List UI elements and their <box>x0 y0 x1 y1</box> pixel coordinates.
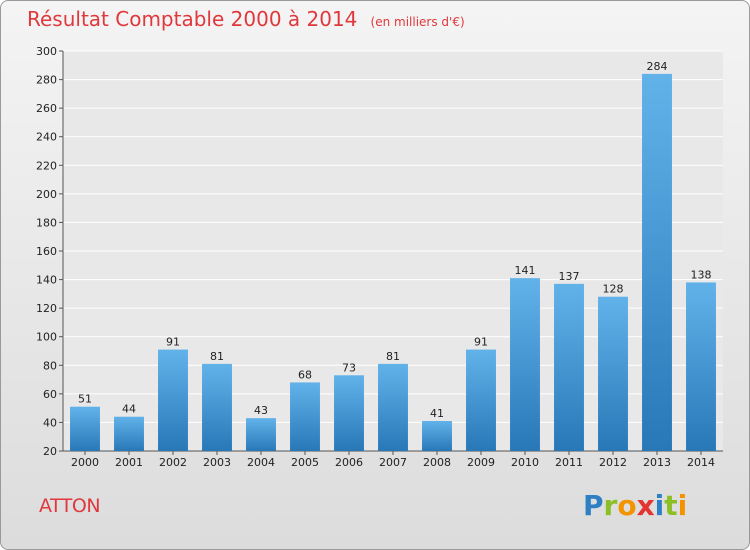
x-tick-label: 2012 <box>599 456 627 469</box>
data-label: 91 <box>166 336 180 349</box>
data-label: 141 <box>515 264 536 277</box>
y-tick-label: 240 <box>36 131 57 144</box>
x-tick-label: 2000 <box>71 456 99 469</box>
bar-2008 <box>422 421 452 451</box>
data-label: 41 <box>430 407 444 420</box>
title-block: Résultat Comptable 2000 à 2014 (en milli… <box>27 7 465 31</box>
logo-letter: x <box>636 489 655 522</box>
data-label: 73 <box>342 361 356 374</box>
data-label: 81 <box>210 350 224 363</box>
x-tick-label: 2008 <box>423 456 451 469</box>
proxiti-logo: Proxiti <box>583 489 687 522</box>
logo-letter: r <box>603 489 618 522</box>
x-tick-label: 2003 <box>203 456 231 469</box>
bar-2012 <box>598 296 628 451</box>
logo-letter: i <box>677 489 688 522</box>
x-tick-label: 2013 <box>643 456 671 469</box>
y-tick-label: 280 <box>36 74 57 87</box>
logo-letter: i <box>654 489 665 522</box>
x-tick-label: 2002 <box>159 456 187 469</box>
bar-2010 <box>510 278 540 451</box>
bar-2013 <box>642 73 672 451</box>
y-tick-label: 220 <box>36 159 57 172</box>
bar-2011 <box>554 283 584 451</box>
data-label: 43 <box>254 404 268 417</box>
data-label: 137 <box>559 270 580 283</box>
logo-letter: t <box>664 489 678 522</box>
bar-2006 <box>334 375 364 451</box>
bar-2009 <box>466 349 496 451</box>
x-tick-label: 2014 <box>687 456 715 469</box>
y-tick-label: 200 <box>36 188 57 201</box>
x-tick-label: 2005 <box>291 456 319 469</box>
bar-2002 <box>158 349 188 451</box>
y-tick-label: 20 <box>43 445 57 458</box>
data-label: 81 <box>386 350 400 363</box>
y-tick-label: 40 <box>43 416 57 429</box>
bar-2014 <box>686 282 716 451</box>
y-tick-label: 300 <box>36 45 57 58</box>
x-tick-label: 2004 <box>247 456 275 469</box>
bar-2004 <box>246 418 276 451</box>
data-label: 138 <box>691 268 712 281</box>
data-label: 51 <box>78 393 92 406</box>
y-tick-label: 160 <box>36 245 57 258</box>
data-label: 284 <box>647 60 668 73</box>
bar-2000 <box>70 406 100 451</box>
y-tick-label: 140 <box>36 274 57 287</box>
y-tick-label: 260 <box>36 102 57 115</box>
bar-2005 <box>290 382 320 451</box>
logo-letter: o <box>617 489 637 522</box>
x-tick-label: 2007 <box>379 456 407 469</box>
bar-2007 <box>378 363 408 451</box>
data-label: 68 <box>298 368 312 381</box>
data-label: 91 <box>474 336 488 349</box>
logo-letter: P <box>583 489 604 522</box>
data-label: 44 <box>122 403 136 416</box>
y-tick-label: 180 <box>36 216 57 229</box>
x-tick-label: 2006 <box>335 456 363 469</box>
x-tick-label: 2011 <box>555 456 583 469</box>
chart-unit: (en milliers d'€) <box>370 15 465 29</box>
commune-name: ATTON <box>39 495 101 517</box>
x-tick-label: 2001 <box>115 456 143 469</box>
data-label: 128 <box>603 283 624 296</box>
chart-title: Résultat Comptable 2000 à 2014 <box>27 7 358 31</box>
y-tick-label: 120 <box>36 302 57 315</box>
bar-2001 <box>114 416 144 451</box>
x-tick-label: 2009 <box>467 456 495 469</box>
y-tick-label: 60 <box>43 388 57 401</box>
y-tick-label: 100 <box>36 331 57 344</box>
bar-2003 <box>202 363 232 451</box>
x-tick-label: 2010 <box>511 456 539 469</box>
y-tick-label: 80 <box>43 359 57 372</box>
